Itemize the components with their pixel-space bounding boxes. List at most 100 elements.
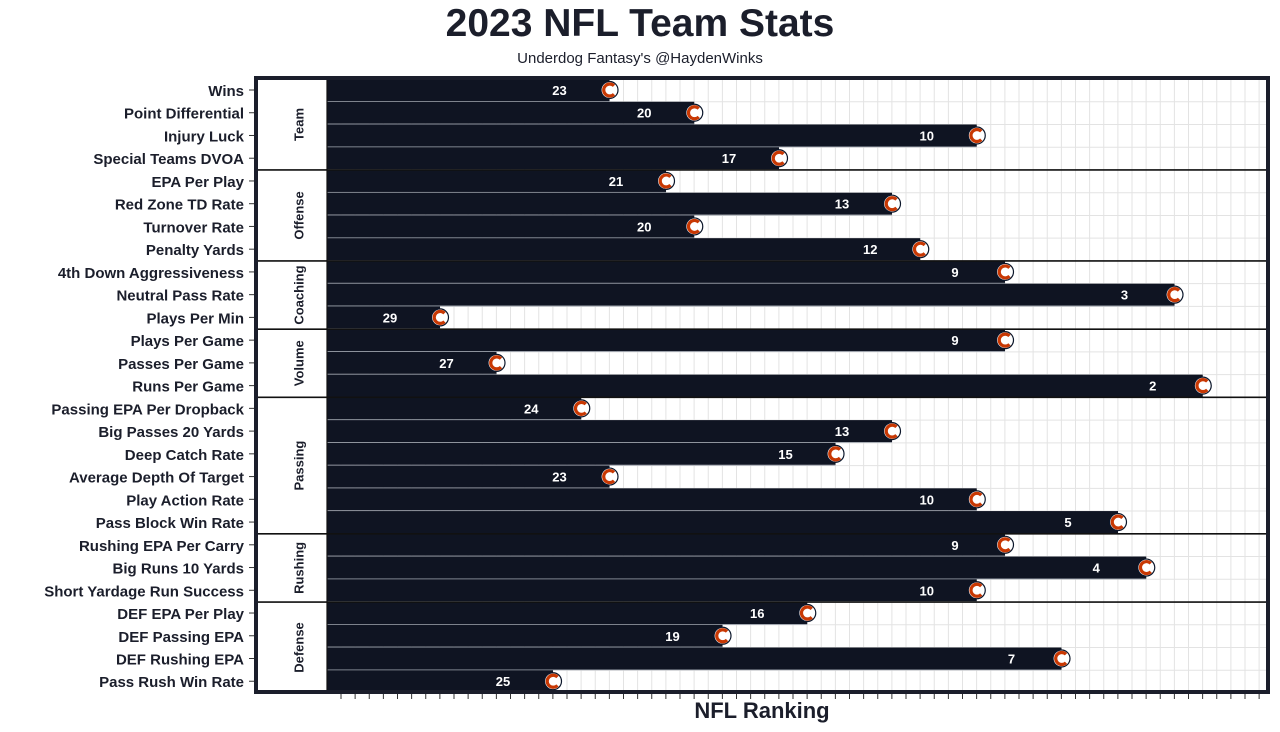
team-logo-c-mark: [602, 469, 616, 485]
team-logo-c-mark: [1110, 514, 1124, 530]
bar: [327, 260, 1005, 283]
bar: [327, 124, 977, 147]
bar: [327, 624, 723, 647]
data-label: 27: [439, 356, 453, 371]
category-label: DEF Rushing EPA: [116, 652, 244, 669]
data-label: 12: [863, 242, 877, 257]
data-label: 23: [552, 470, 566, 485]
team-logo-c-mark: [828, 446, 842, 462]
category-label: Runs Per Game: [132, 379, 244, 396]
data-label: 4: [1093, 561, 1101, 576]
data-label: 9: [951, 333, 958, 348]
data-label: 25: [496, 674, 510, 689]
category-label: Big Passes 20 Yards: [98, 424, 244, 441]
bar: [327, 397, 582, 420]
category-label: 4th Down Aggressiveness: [58, 265, 244, 282]
data-label: 13: [835, 424, 849, 439]
data-label: 16: [750, 606, 764, 621]
bar: [327, 533, 1005, 556]
team-logo-c-mark: [1167, 287, 1181, 303]
facet-strip: [256, 533, 327, 603]
category-label: Passes Per Game: [118, 356, 244, 373]
team-logo-c-mark: [573, 400, 587, 416]
category-label: Wins: [208, 83, 244, 100]
bar: [327, 420, 892, 443]
data-label: 10: [920, 128, 934, 143]
data-label: 10: [920, 583, 934, 598]
facet-label: Team: [291, 108, 306, 141]
data-label: 20: [637, 219, 651, 234]
bar: [327, 215, 695, 238]
data-label: 24: [524, 401, 539, 416]
data-label: 13: [835, 197, 849, 212]
category-label: Injury Luck: [164, 128, 245, 145]
data-label: 9: [951, 538, 958, 553]
category-label: Pass Block Win Rate: [96, 515, 244, 532]
data-label: 9: [951, 265, 958, 280]
bar: [327, 670, 553, 693]
team-logo-c-mark: [884, 196, 898, 212]
category-label: EPA Per Play: [151, 174, 244, 191]
bar: [327, 556, 1147, 579]
bar: [327, 147, 779, 170]
bar: [327, 442, 836, 465]
team-logo-c-mark: [432, 309, 446, 325]
chart-title: 2023 NFL Team Stats: [445, 2, 835, 45]
team-logo-c-mark: [715, 628, 729, 644]
bar: [327, 602, 808, 625]
team-logo-c-mark: [969, 582, 983, 598]
bar: [327, 192, 892, 215]
category-label: Plays Per Min: [146, 310, 244, 327]
team-logo-c-mark: [545, 673, 559, 689]
data-label: 2: [1149, 379, 1156, 394]
data-label: 29: [383, 310, 397, 325]
plot-frame: [254, 76, 1270, 694]
bar: [327, 79, 610, 101]
facet-strip: [256, 329, 327, 398]
facet-label: Passing: [291, 441, 306, 491]
team-logo-c-mark: [997, 332, 1011, 348]
bar: [327, 579, 977, 602]
category-label: Turnover Rate: [143, 219, 244, 236]
team-logo-c-mark: [799, 605, 813, 621]
facet-strip: [256, 169, 327, 261]
team-logo-c-mark: [1195, 378, 1209, 394]
team-logo-c-mark: [884, 423, 898, 439]
facet-strip: [256, 260, 327, 330]
team-logo-c-mark: [969, 491, 983, 507]
category-label: DEF EPA Per Play: [117, 606, 244, 623]
data-label: 5: [1064, 515, 1071, 530]
team-logo-c-mark: [686, 105, 700, 121]
category-label: Plays Per Game: [131, 333, 244, 350]
team-logo-c-mark: [997, 537, 1011, 553]
category-label: Passing EPA Per Dropback: [51, 401, 244, 418]
team-logo-c-mark: [1054, 650, 1068, 667]
facet-label: Coaching: [291, 265, 306, 324]
team-logo-c-mark: [686, 218, 700, 234]
chart-subtitle: Underdog Fantasy's @HaydenWinks: [517, 50, 763, 67]
team-logo-c-mark: [997, 264, 1011, 280]
data-label: 23: [552, 83, 566, 98]
category-label: Play Action Rate: [126, 492, 244, 509]
facet-strip: [256, 397, 327, 534]
facet-label: Rushing: [291, 542, 306, 594]
category-label: DEF Passing EPA: [118, 629, 244, 646]
facet-label: Offense: [291, 191, 306, 239]
facet-strip: [256, 79, 327, 170]
category-label: Point Differential: [124, 106, 244, 123]
team-logo-c-mark: [489, 355, 503, 371]
bar: [327, 306, 440, 329]
bar: [327, 374, 1203, 397]
category-label: Rushing EPA Per Carry: [79, 538, 245, 555]
data-label: 17: [722, 151, 736, 166]
bar: [327, 351, 497, 374]
facet-label: Volume: [291, 340, 306, 386]
facet-label: Defense: [291, 622, 306, 673]
category-label: Deep Catch Rate: [125, 447, 244, 464]
category-label: Penalty Yards: [146, 242, 244, 259]
data-label: 15: [778, 447, 792, 462]
category-label: Short Yardage Run Success: [44, 583, 244, 600]
bar: [327, 169, 666, 192]
bar: [327, 511, 1118, 534]
